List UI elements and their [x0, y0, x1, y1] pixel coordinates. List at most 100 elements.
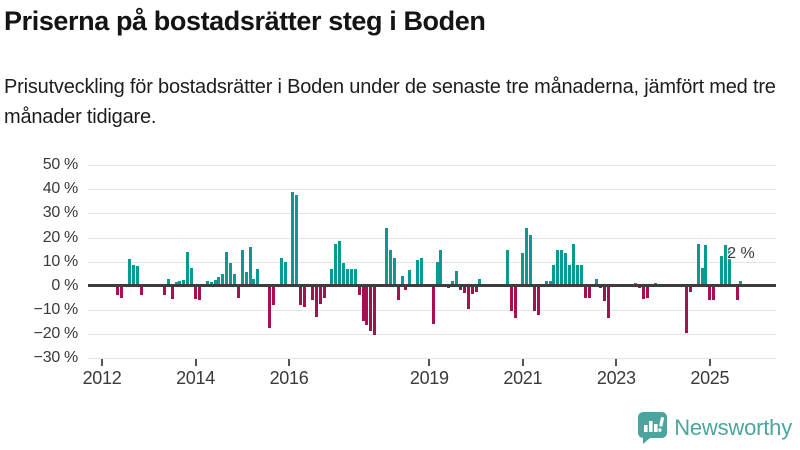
bar [595, 278, 599, 286]
bar [458, 285, 462, 291]
y-axis-label: 0 % [51, 276, 78, 294]
bar [688, 285, 692, 292]
x-axis-label: 2012 [82, 368, 122, 388]
bar [197, 285, 201, 301]
bar [225, 251, 229, 286]
grid-line [88, 189, 776, 191]
bar [229, 262, 233, 286]
bar [178, 280, 182, 286]
bar [583, 285, 587, 298]
bar [645, 285, 649, 298]
chart-subtitle: Prisutveckling för bostadsrätter i Boden… [4, 76, 776, 128]
bar [719, 255, 723, 286]
bar [642, 285, 645, 299]
bar [478, 278, 482, 286]
bar [474, 285, 478, 292]
x-axis-tick [288, 359, 290, 366]
bar [131, 265, 135, 286]
bar [233, 273, 236, 286]
logo-text: Newsworthy [674, 415, 792, 440]
grid-line [88, 165, 776, 167]
bar [314, 285, 318, 318]
bar [560, 249, 564, 286]
bar [603, 285, 607, 302]
bar [696, 243, 700, 286]
bar [727, 249, 731, 286]
bar [435, 261, 439, 286]
bar [544, 280, 548, 286]
bar [170, 285, 174, 299]
bar [303, 285, 307, 308]
bar [271, 285, 275, 305]
bar [217, 277, 221, 286]
bar [579, 265, 583, 286]
x-axis-tick [521, 359, 524, 366]
value-annotation: 2 % [727, 244, 755, 262]
bar [431, 285, 435, 325]
y-axis-label: −30 % [33, 349, 79, 367]
bar [525, 227, 529, 286]
bar [186, 251, 190, 286]
bar [162, 285, 166, 296]
bar [116, 285, 120, 296]
bar [521, 253, 525, 286]
bar [455, 271, 458, 286]
zero-axis-line [88, 284, 776, 288]
bar [700, 267, 704, 286]
grid-line [88, 261, 776, 263]
bar [396, 285, 400, 301]
bar [416, 260, 420, 286]
bar [509, 285, 513, 311]
grid-line [88, 237, 776, 239]
y-axis-label: 10 % [42, 252, 79, 270]
bar [388, 249, 392, 286]
bar [712, 285, 716, 301]
bar [384, 227, 388, 286]
bar [353, 268, 357, 286]
grid-line [88, 333, 776, 335]
x-axis-label: 2021 [503, 368, 543, 388]
bar [345, 268, 349, 286]
bar [135, 266, 139, 286]
x-axis-label: 2025 [690, 368, 730, 388]
x-axis-tick [708, 359, 711, 366]
bar [723, 244, 727, 286]
bar [505, 249, 509, 286]
bar [127, 259, 131, 286]
bar [704, 244, 708, 286]
bar [182, 279, 186, 286]
grid-line [88, 358, 776, 360]
bar [330, 268, 334, 286]
y-axis-label: 30 % [42, 204, 79, 222]
bar [552, 265, 556, 286]
x-axis-tick [101, 359, 103, 366]
bar [564, 253, 568, 286]
bar [205, 280, 209, 286]
bar [408, 270, 412, 286]
bar [190, 267, 194, 286]
x-axis-label: 2023 [596, 368, 636, 388]
bar [334, 243, 338, 286]
bar [279, 258, 283, 286]
bar [221, 273, 225, 286]
bar [404, 285, 408, 291]
bar [529, 235, 532, 286]
bar [400, 276, 404, 286]
bar [369, 285, 373, 332]
bar [735, 285, 739, 301]
bar [194, 285, 197, 299]
bar [513, 285, 517, 319]
bar [342, 262, 345, 286]
bar [365, 285, 369, 326]
bar [684, 285, 688, 333]
x-axis-tick [428, 359, 431, 366]
bar [322, 285, 326, 298]
bar [361, 285, 365, 321]
bar-chart-speech-bubble-icon [638, 412, 668, 444]
x-axis-label: 2016 [269, 368, 309, 388]
bar [252, 278, 256, 286]
bar [310, 285, 314, 301]
bar [462, 285, 466, 293]
